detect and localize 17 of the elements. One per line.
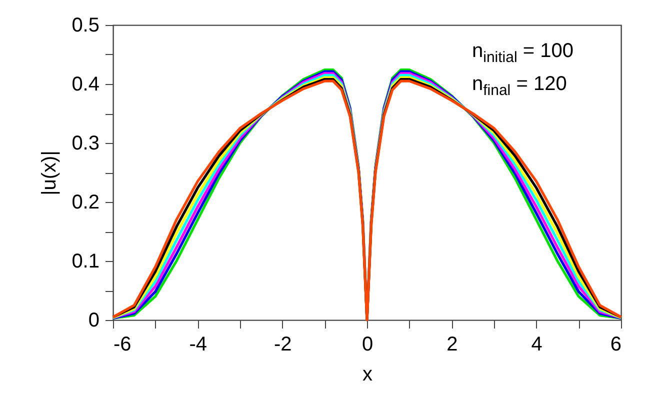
- y-tick-label: 0.1: [72, 250, 100, 272]
- annotation: n$_{initial}$ = 100: [472, 39, 574, 68]
- x-tick-label: -2: [274, 334, 292, 356]
- annotation: n$_{final}$ = 120: [472, 72, 568, 101]
- x-tick-label: -4: [189, 334, 208, 356]
- y-tick-label: 0.5: [72, 14, 100, 36]
- x-axis-title: x: [362, 364, 372, 386]
- y-axis-title: |u(x)|: [38, 150, 61, 196]
- y-tick-label: 0: [88, 310, 100, 332]
- x-tick-label: -6: [114, 334, 132, 356]
- x-tick-label: 6: [610, 334, 622, 356]
- y-tick-label: 0.4: [72, 74, 100, 96]
- y-tick-label: 0.3: [72, 132, 100, 154]
- y-tick-label: 0.2: [72, 192, 100, 214]
- x-tick-label: 0: [362, 334, 374, 356]
- x-tick-label: 2: [446, 334, 458, 356]
- x-tick-label: 4: [531, 334, 542, 356]
